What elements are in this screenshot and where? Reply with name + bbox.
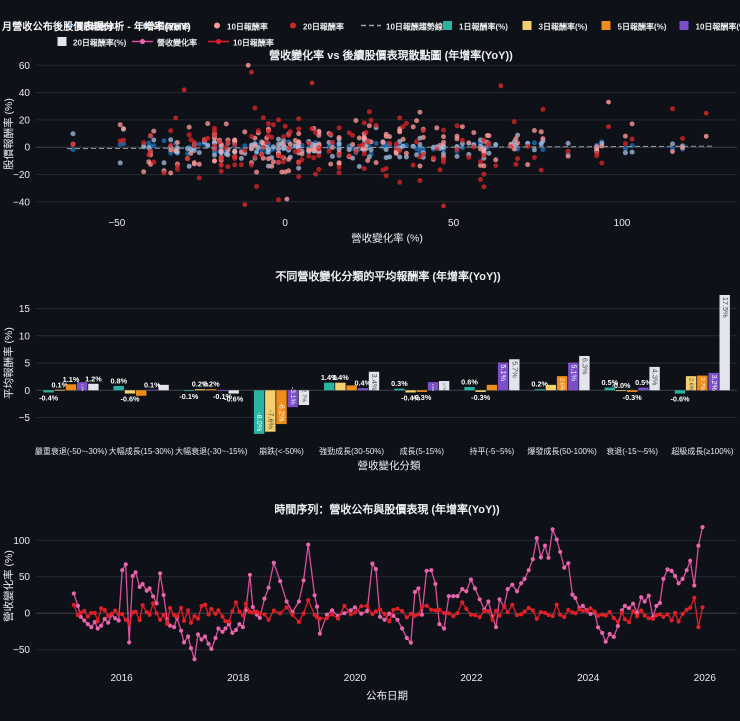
svg-text:5: 5 bbox=[24, 359, 30, 370]
svg-text:持平(-5~5%): 持平(-5~5%) bbox=[470, 446, 515, 456]
svg-text:3.2%: 3.2% bbox=[710, 375, 717, 391]
svg-text:-0.1%: -0.1% bbox=[179, 392, 199, 401]
svg-text:強勁成長(30-50%): 強勁成長(30-50%) bbox=[319, 446, 384, 456]
svg-text:營收變化率 (%): 營收變化率 (%) bbox=[351, 232, 423, 245]
svg-text:2.7%: 2.7% bbox=[699, 377, 705, 390]
svg-text:大幅衰退(-30~-15%): 大幅衰退(-30~-15%) bbox=[175, 446, 248, 456]
svg-text:月營收公布後股價表現分析 - 年增率(YoY): 月營收公布後股價表現分析 - 年增率(YoY) bbox=[1, 20, 191, 33]
svg-text:2026: 2026 bbox=[694, 673, 717, 684]
svg-text:10日報酬率: 10日報酬率 bbox=[227, 22, 268, 32]
svg-text:3.4%: 3.4% bbox=[370, 374, 379, 391]
svg-text:-2.7%: -2.7% bbox=[300, 387, 306, 402]
svg-text:10日報酬趨勢線: 10日報酬趨勢線 bbox=[386, 22, 443, 32]
svg-text:股價報酬率 (%): 股價報酬率 (%) bbox=[2, 98, 15, 170]
svg-text:0: 0 bbox=[282, 218, 288, 229]
svg-text:−5: −5 bbox=[19, 413, 31, 424]
svg-text:50: 50 bbox=[448, 218, 460, 229]
svg-text:15: 15 bbox=[19, 304, 31, 315]
svg-text:20日報酬率(%): 20日報酬率(%) bbox=[73, 38, 127, 48]
svg-text:不同營收變化分類的平均報酬率 (年增率(YoY)): 不同營收變化分類的平均報酬率 (年增率(YoY)) bbox=[275, 269, 501, 283]
svg-text:40: 40 bbox=[19, 88, 31, 99]
svg-text:5日報酬率(%): 5日報酬率(%) bbox=[618, 22, 667, 32]
svg-text:5.7%: 5.7% bbox=[510, 361, 519, 378]
svg-text:−20: −20 bbox=[13, 170, 30, 181]
svg-text:超級成長(≥100%): 超級成長(≥100%) bbox=[671, 446, 734, 456]
svg-text:1.7%: 1.7% bbox=[442, 383, 446, 391]
svg-text:5.1%: 5.1% bbox=[499, 364, 508, 381]
svg-text:2024: 2024 bbox=[577, 673, 600, 684]
svg-text:0: 0 bbox=[24, 143, 30, 154]
svg-text:2.6%: 2.6% bbox=[559, 378, 565, 391]
svg-text:2022: 2022 bbox=[460, 673, 483, 684]
svg-text:20日報酬率: 20日報酬率 bbox=[303, 22, 344, 32]
svg-text:時間序列：營收公布與股價表現 (年增率(YoY)): 時間序列：營收公布與股價表現 (年增率(YoY)) bbox=[274, 502, 500, 516]
svg-text:-0.3%: -0.3% bbox=[623, 393, 643, 402]
svg-text:6.3%: 6.3% bbox=[581, 358, 590, 375]
svg-text:爆發成長(50-100%): 爆發成長(50-100%) bbox=[527, 446, 597, 456]
svg-text:4.3%: 4.3% bbox=[651, 369, 660, 386]
svg-text:崩跌(<-50%): 崩跌(<-50%) bbox=[259, 446, 304, 456]
svg-text:100: 100 bbox=[614, 218, 631, 229]
svg-text:0.6%: 0.6% bbox=[461, 378, 478, 387]
svg-text:10: 10 bbox=[19, 331, 31, 342]
svg-text:5.1%: 5.1% bbox=[569, 364, 578, 381]
svg-text:100: 100 bbox=[13, 536, 30, 547]
svg-text:1.4%: 1.4% bbox=[332, 373, 349, 382]
svg-text:2.6%: 2.6% bbox=[688, 378, 694, 391]
svg-text:0.2%: 0.2% bbox=[203, 380, 220, 389]
svg-text:-0.6%: -0.6% bbox=[224, 395, 244, 404]
svg-text:-7.6%: -7.6% bbox=[266, 410, 275, 430]
svg-text:1.5%: 1.5% bbox=[431, 384, 435, 391]
svg-text:-0.6%: -0.6% bbox=[670, 395, 690, 404]
svg-text:−40: −40 bbox=[13, 197, 30, 208]
svg-text:1日報酬率(%): 1日報酬率(%) bbox=[459, 22, 508, 32]
svg-text:營收變化分類: 營收變化分類 bbox=[358, 459, 421, 472]
svg-text:0: 0 bbox=[24, 609, 30, 620]
svg-text:1.5%: 1.5% bbox=[80, 384, 84, 391]
svg-text:成長(5-15%): 成長(5-15%) bbox=[400, 446, 445, 456]
svg-text:0.8%: 0.8% bbox=[110, 376, 127, 385]
svg-text:50: 50 bbox=[19, 572, 31, 583]
svg-text:10日報酬率: 10日報酬率 bbox=[233, 38, 274, 48]
svg-text:17.5%: 17.5% bbox=[721, 297, 730, 318]
svg-text:大幅成長(15-30%): 大幅成長(15-30%) bbox=[109, 446, 174, 456]
svg-text:-0.0%: -0.0% bbox=[611, 381, 631, 390]
svg-text:-0.3%: -0.3% bbox=[471, 393, 491, 402]
svg-text:1.2%: 1.2% bbox=[85, 374, 102, 383]
svg-text:-0.6%: -0.6% bbox=[120, 395, 140, 404]
svg-text:-8.0%: -8.0% bbox=[255, 412, 264, 432]
svg-text:衰退(-15~-5%): 衰退(-15~-5%) bbox=[606, 446, 658, 456]
svg-text:2016: 2016 bbox=[110, 673, 133, 684]
svg-text:10日報酬率(%): 10日報酬率(%) bbox=[696, 22, 740, 32]
svg-text:60: 60 bbox=[19, 61, 31, 72]
svg-text:−50: −50 bbox=[108, 218, 125, 229]
svg-text:−50: −50 bbox=[13, 645, 30, 656]
svg-text:公布日期: 公布日期 bbox=[366, 690, 408, 702]
svg-text:-0.3%: -0.3% bbox=[412, 393, 432, 402]
svg-text:3日報酬率(%): 3日報酬率(%) bbox=[539, 22, 588, 32]
svg-text:營收變化率 vs 後續股價表現散點圖 (年增率(YoY)): 營收變化率 vs 後續股價表現散點圖 (年增率(YoY)) bbox=[269, 48, 513, 62]
svg-text:嚴重衰退(-50~-30%): 嚴重衰退(-50~-30%) bbox=[35, 446, 108, 456]
svg-text:0: 0 bbox=[24, 386, 30, 397]
svg-text:2020: 2020 bbox=[344, 673, 367, 684]
svg-text:營收變化率 (%): 營收變化率 (%) bbox=[2, 550, 15, 622]
svg-text:-6.2%: -6.2% bbox=[278, 402, 287, 422]
svg-text:-3.1%: -3.1% bbox=[289, 387, 296, 405]
svg-text:0.3%: 0.3% bbox=[391, 379, 408, 388]
svg-text:2018: 2018 bbox=[227, 673, 250, 684]
svg-text:-0.4%: -0.4% bbox=[39, 394, 59, 403]
svg-text:20: 20 bbox=[19, 115, 31, 126]
svg-text:營收變化率: 營收變化率 bbox=[157, 38, 197, 48]
svg-text:平均報酬率 (%): 平均報酬率 (%) bbox=[2, 327, 15, 399]
